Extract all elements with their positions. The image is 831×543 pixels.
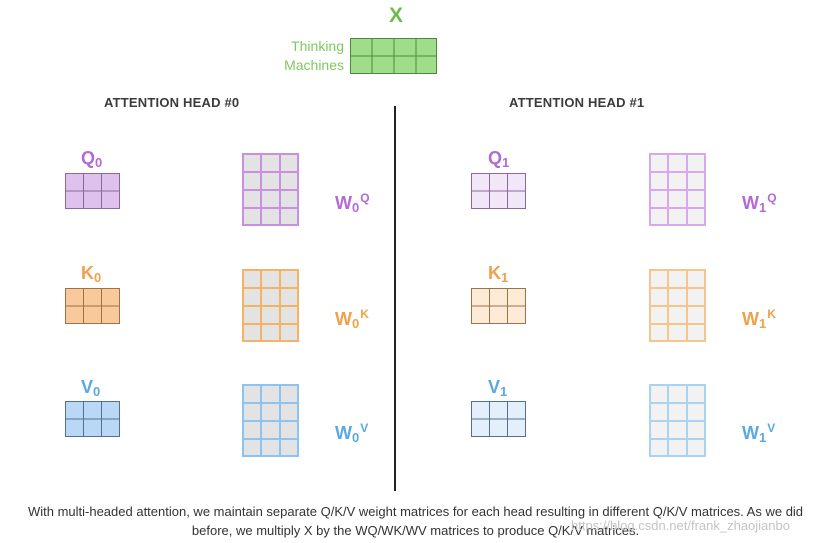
watermark: https://blog.csdn.net/frank_zhaojianbo bbox=[571, 518, 790, 533]
head-0-wq-label: W0Q bbox=[335, 191, 370, 215]
head-0-wq-matrix bbox=[242, 153, 299, 226]
head-1-k-matrix bbox=[471, 288, 526, 324]
head-1-wk-label: W1K bbox=[742, 307, 776, 331]
head-divider bbox=[394, 106, 396, 491]
figure-caption: With multi-headed attention, we maintain… bbox=[0, 502, 831, 540]
head-0-k-matrix bbox=[65, 288, 120, 324]
head-1-q-matrix bbox=[471, 173, 526, 209]
head-1-v-label: V1 bbox=[488, 377, 508, 399]
head-1-wk-matrix bbox=[649, 269, 706, 342]
head-0-wv-matrix bbox=[242, 384, 299, 457]
input-word-machines: Machines bbox=[284, 57, 344, 73]
head-1-v-matrix bbox=[471, 401, 526, 437]
caption-line-1: With multi-headed attention, we maintain… bbox=[27, 504, 804, 519]
head-0-q-matrix bbox=[65, 173, 120, 209]
head-1-wv-label: W1V bbox=[742, 421, 776, 445]
head-0-v-matrix bbox=[65, 401, 120, 437]
head-0-v-label: V0 bbox=[81, 377, 101, 399]
caption-line-2: before, we multiply X by the WQ/WK/WV ma… bbox=[191, 523, 640, 538]
head-0-title: ATTENTION HEAD #0 bbox=[104, 95, 240, 110]
head-0-wk-label: W0K bbox=[335, 307, 369, 331]
head-1-k-label: K1 bbox=[488, 263, 509, 285]
input-word-thinking: Thinking bbox=[291, 38, 344, 54]
input-x-matrix bbox=[350, 38, 437, 74]
head-1-q-label: Q1 bbox=[488, 148, 510, 170]
head-1-wv-matrix bbox=[649, 384, 706, 457]
head-0-wv-label: W0V bbox=[335, 421, 369, 445]
input-word-labels: Thinking Machines bbox=[262, 37, 344, 75]
head-1-wq-label: W1Q bbox=[742, 191, 777, 215]
head-1-wq-matrix bbox=[649, 153, 706, 226]
input-x-title: X bbox=[388, 4, 403, 27]
head-0-k-label: K0 bbox=[81, 263, 102, 285]
head-0-q-label: Q0 bbox=[81, 148, 103, 170]
head-1-title: ATTENTION HEAD #1 bbox=[509, 95, 645, 110]
head-0-wk-matrix bbox=[242, 269, 299, 342]
